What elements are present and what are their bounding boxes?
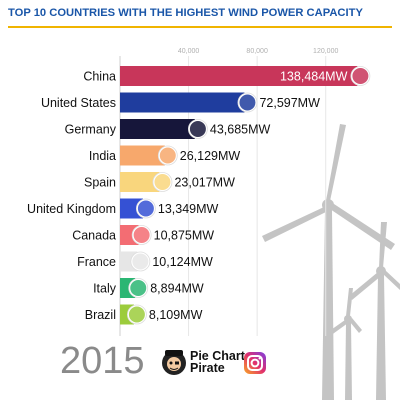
flag-icon <box>352 68 369 84</box>
value-label: 43,685MW <box>210 123 271 137</box>
flag-icon <box>189 121 206 137</box>
year-label: 2015 <box>60 340 145 382</box>
value-label: 10,875MW <box>154 229 215 243</box>
pirate-mascot-icon <box>162 350 186 375</box>
chart-title: TOP 10 COUNTRIES WITH THE HIGHEST WIND P… <box>8 7 363 19</box>
flag-icon <box>239 94 256 111</box>
value-label: 8,109MW <box>149 308 203 322</box>
flag-icon <box>159 147 176 164</box>
brand-line-1: Pie Chart <box>190 349 245 363</box>
category-label: China <box>83 70 116 84</box>
turbine-tower-mid <box>376 275 386 400</box>
bar-india <box>120 145 165 166</box>
value-label: 72,597MW <box>259 96 320 110</box>
turbine-blade <box>328 320 348 336</box>
flag-icon <box>132 253 149 270</box>
value-label: 138,484MW <box>280 70 348 84</box>
value-label: 23,017MW <box>174 176 235 190</box>
turbine-blade <box>379 222 387 268</box>
category-label: United States <box>41 96 116 110</box>
category-label: Canada <box>72 229 116 243</box>
bar-china <box>120 66 358 86</box>
turbine-blade <box>349 272 381 300</box>
turbine-tower-large <box>322 210 334 400</box>
category-label: Italy <box>93 282 117 296</box>
category-label: India <box>89 149 116 163</box>
x-tick-label: 80,000 <box>246 48 268 55</box>
bar-united-states <box>120 92 245 113</box>
brand-line-2: Pirate <box>190 361 225 375</box>
flag-icon <box>137 200 154 217</box>
turbine-blade <box>346 288 353 316</box>
category-label: United Kingdom <box>27 202 116 216</box>
bar-united-kingdom <box>120 198 143 219</box>
value-label: 13,349MW <box>158 202 219 216</box>
value-label: 10,124MW <box>152 255 213 269</box>
value-label: 26,129MW <box>180 149 241 163</box>
turbine-blade <box>350 318 362 333</box>
flag-icon <box>130 280 147 296</box>
turbine-blade <box>262 207 328 242</box>
bar-spain <box>120 172 160 192</box>
category-label: Germany <box>65 123 117 137</box>
title-underline <box>8 26 392 28</box>
instagram-icon[interactable] <box>243 351 267 375</box>
category-label: France <box>77 255 116 269</box>
category-label: Brazil <box>85 308 116 322</box>
value-label: 8,894MW <box>150 282 204 296</box>
flag-icon <box>133 227 150 243</box>
turbine-blade <box>326 124 346 201</box>
turbine-blade <box>383 270 400 290</box>
flag-icon <box>154 174 171 190</box>
turbine-blade <box>330 204 395 250</box>
turbine-tower-small <box>345 322 352 400</box>
category-label: Spain <box>84 176 116 190</box>
flag-icon <box>128 306 145 323</box>
bar-germany <box>120 119 195 139</box>
x-tick-label: 40,000 <box>178 48 200 55</box>
x-tick-label: 120,000 <box>313 48 338 55</box>
brand-logo: Pie Chart Pirate <box>160 346 280 380</box>
